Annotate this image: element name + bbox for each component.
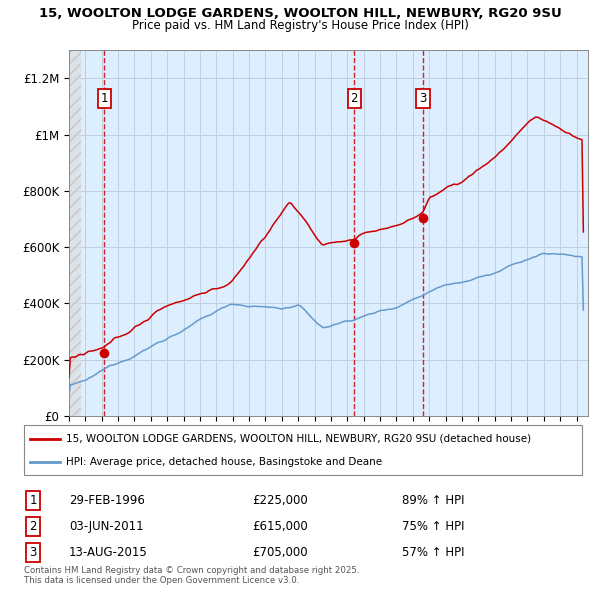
- Text: £615,000: £615,000: [252, 520, 308, 533]
- Text: 2: 2: [29, 520, 37, 533]
- Text: 1: 1: [29, 494, 37, 507]
- Text: 75% ↑ HPI: 75% ↑ HPI: [402, 520, 464, 533]
- Bar: [69, 50, 81, 416]
- Text: 15, WOOLTON LODGE GARDENS, WOOLTON HILL, NEWBURY, RG20 9SU: 15, WOOLTON LODGE GARDENS, WOOLTON HILL,…: [38, 7, 562, 20]
- Text: Price paid vs. HM Land Registry's House Price Index (HPI): Price paid vs. HM Land Registry's House …: [131, 19, 469, 32]
- FancyBboxPatch shape: [24, 425, 582, 475]
- Text: £225,000: £225,000: [252, 494, 308, 507]
- Text: Contains HM Land Registry data © Crown copyright and database right 2025.
This d: Contains HM Land Registry data © Crown c…: [24, 566, 359, 585]
- Text: HPI: Average price, detached house, Basingstoke and Deane: HPI: Average price, detached house, Basi…: [66, 457, 382, 467]
- Text: 13-AUG-2015: 13-AUG-2015: [69, 546, 148, 559]
- Text: 15, WOOLTON LODGE GARDENS, WOOLTON HILL, NEWBURY, RG20 9SU (detached house): 15, WOOLTON LODGE GARDENS, WOOLTON HILL,…: [66, 434, 531, 444]
- Text: £705,000: £705,000: [252, 546, 308, 559]
- Text: 29-FEB-1996: 29-FEB-1996: [69, 494, 145, 507]
- Text: 57% ↑ HPI: 57% ↑ HPI: [402, 546, 464, 559]
- Text: 1: 1: [101, 92, 108, 105]
- Text: 03-JUN-2011: 03-JUN-2011: [69, 520, 143, 533]
- Text: 2: 2: [350, 92, 358, 105]
- Text: 89% ↑ HPI: 89% ↑ HPI: [402, 494, 464, 507]
- Text: 3: 3: [419, 92, 427, 105]
- Text: 3: 3: [29, 546, 37, 559]
